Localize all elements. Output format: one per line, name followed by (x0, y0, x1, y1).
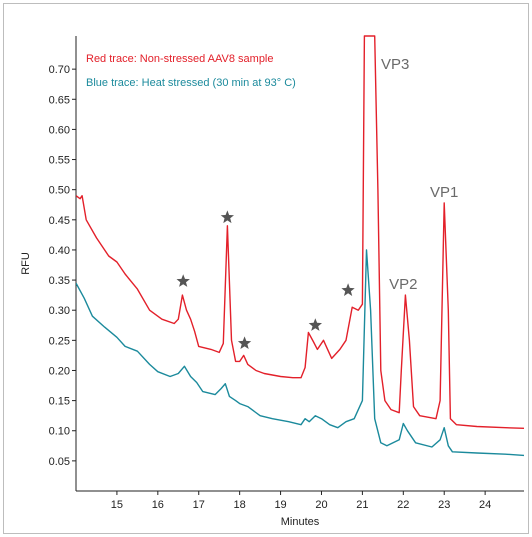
peak-star-marker (220, 210, 234, 224)
peak-label-vp2: VP2 (389, 276, 417, 293)
peak-star-marker (176, 274, 190, 287)
legend-blue-trace: Blue trace: Heat stressed (30 min at 93°… (86, 77, 296, 89)
y-tick-label: 0.10 (49, 426, 70, 438)
x-tick-label: 24 (479, 499, 491, 511)
y-tick-label: 0.45 (49, 215, 70, 227)
legend-red-trace: Red trace: Non-stressed AAV8 sample (86, 53, 274, 65)
y-tick-label: 0.50 (49, 185, 70, 197)
y-tick-label: 0.55 (49, 155, 70, 167)
y-tick-label: 0.15 (49, 396, 70, 408)
y-tick-label: 0.20 (49, 365, 70, 377)
x-axis-label: Minutes (281, 516, 320, 528)
y-tick-label: 0.05 (49, 456, 70, 468)
peak-star-marker (237, 336, 252, 349)
y-axis-label: RFU (20, 252, 32, 275)
x-tick-label: 17 (193, 499, 205, 511)
x-tick-label: 20 (315, 499, 327, 511)
x-tick-label: 23 (438, 499, 450, 511)
y-tick-label: 0.35 (49, 275, 70, 287)
y-tick-label: 0.65 (49, 94, 70, 106)
plot-area: 0.05 0.10 0.15 0.20 0.25 0.30 0.35 0.40 0.45 0.50… (20, 35, 524, 528)
x-tick-label: 16 (152, 499, 164, 511)
x-tick-label: 18 (234, 499, 246, 511)
peak-star-marker (308, 318, 322, 331)
peak-star-marker (341, 283, 355, 296)
y-tick-label: 0.70 (49, 64, 70, 76)
x-tick-label: 15 (111, 499, 123, 511)
x-tick-label: 22 (397, 499, 409, 511)
y-tick-label: 0.60 (49, 124, 70, 136)
red-trace-line (76, 35, 524, 429)
peak-label-vp3: VP3 (381, 56, 409, 73)
chart-frame (3, 3, 529, 534)
y-tick-label: 0.30 (49, 305, 70, 317)
x-tick-label: 21 (356, 499, 368, 511)
y-tick-label: 0.40 (49, 245, 70, 257)
peak-label-vp1: VP1 (430, 184, 458, 201)
x-tick-label: 19 (274, 499, 286, 511)
y-tick-label: 0.25 (49, 335, 70, 347)
blue-trace-line (76, 249, 524, 457)
